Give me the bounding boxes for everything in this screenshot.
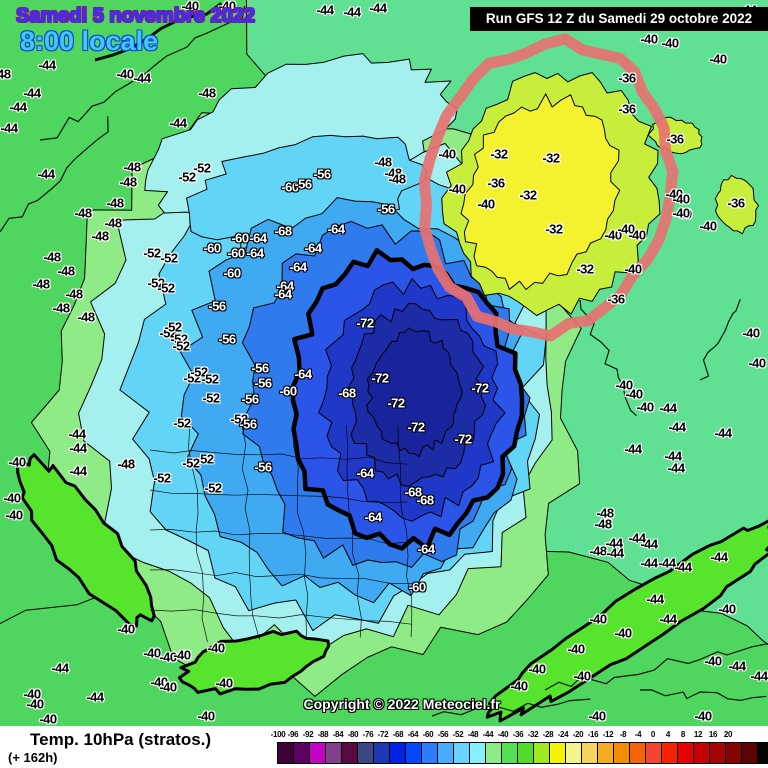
contour-band: [460, 93, 621, 290]
coastline: [149, 569, 413, 585]
colorbar-tick-label: -24: [557, 730, 569, 739]
valid-time-text: 8:00 locale: [20, 26, 159, 56]
colorbar-tick-label: -12: [602, 730, 614, 739]
footer-bar: Temp. 10hPa (stratos.) (+ 162h) -100 -96-…: [0, 726, 768, 768]
colorbar-tick-label: 12: [693, 730, 703, 739]
coastline: [345, 424, 362, 638]
colorbar-tick-label: 20: [723, 730, 733, 739]
colorbar-tick-label: -64: [407, 730, 419, 739]
colorbar-cell: [405, 742, 422, 764]
colorbar-cell: [533, 742, 550, 764]
colorbar-cell: [501, 742, 518, 764]
colorbar-tick-label: -16: [587, 730, 599, 739]
valid-date-text: Samedi 5 novembre 2022: [16, 5, 256, 27]
contour-band: [177, 629, 331, 696]
colorbar-tick-label: -36: [512, 730, 524, 739]
forecast-hour: (+ 162h): [8, 750, 58, 765]
coastline: [579, 299, 637, 417]
colorbar-tick-label: -32: [527, 730, 539, 739]
coastline: [431, 698, 591, 717]
contour-band: [485, 519, 768, 723]
colorbar-cell: [325, 742, 342, 764]
colorbar-tick-label: -48: [467, 730, 479, 739]
map-title: Temp. 10hPa (stratos.): [30, 730, 212, 749]
colorbar-cell: [389, 742, 406, 764]
colorbar-cell: [613, 742, 630, 764]
colorbar-cell: [373, 742, 390, 764]
coastline: [149, 449, 408, 465]
colorbar-tick-label: -20: [572, 730, 584, 739]
colorbar-tick-label: -28: [542, 730, 554, 739]
colorbar-cell: [709, 742, 726, 764]
coastline: [293, 424, 309, 640]
coastline: [397, 424, 413, 638]
colorbar-tick-label: -96: [287, 730, 299, 739]
coastline: [149, 489, 408, 503]
colorbar-cell: [757, 742, 768, 764]
colorbar-cell: [693, 742, 710, 764]
colorbar-tick-label: 16: [708, 730, 718, 739]
contour-band: [16, 453, 156, 628]
contour-band: [366, 327, 463, 457]
coastline: [39, 5, 246, 141]
colorbar-tick-label: -92: [302, 730, 314, 739]
contour-band: [714, 174, 759, 235]
colorbar-cell: [629, 742, 646, 764]
colorbar-cell: [277, 742, 294, 764]
colorbar-cell: [741, 742, 758, 764]
run-info-banner: Run GFS 12 Z du Samedi 29 octobre 2022: [470, 7, 768, 31]
colorbar-tick-label: -84: [332, 730, 344, 739]
colorbar-cell: [341, 742, 358, 764]
colorbar-cell: [725, 742, 742, 764]
coastline: [94, 2, 223, 62]
colorbar-cell: [357, 742, 374, 764]
colorbar-tick-label: -4: [634, 730, 642, 739]
colorbar-tick-label: -100: [270, 730, 286, 739]
colorbar-tick-label: -40: [497, 730, 509, 739]
colorbar-tick-label: -56: [437, 730, 449, 739]
copyright-text: Copyright © 2022 Meteociel.fr: [303, 696, 501, 712]
colorbar-cell: [549, 742, 566, 764]
colorbar-cell: [309, 742, 326, 764]
colorbar-cell: [661, 742, 678, 764]
annotation-circle: [418, 33, 679, 342]
coastline: [699, 298, 741, 381]
colorbar-tick-label: 8: [680, 730, 686, 739]
map-area: -40-40-44-44-44-40-40-40-40-40-44-48-44-…: [0, 0, 768, 726]
colorbar-cell: [453, 742, 470, 764]
coastline: [544, 643, 768, 691]
colorbar-tick-label: -72: [377, 730, 389, 739]
colorbar-tick-label: -52: [452, 730, 464, 739]
colorbar-cell: [437, 742, 454, 764]
colorbar-cell: [677, 742, 694, 764]
coastline: [188, 424, 208, 643]
colorbar-tick-label: -80: [347, 730, 359, 739]
colorbar-cell: [581, 742, 598, 764]
colorbar-tick-label: -88: [317, 730, 329, 739]
colorbar-cell: [485, 742, 502, 764]
coastline: [639, 689, 767, 702]
colorbar-tick-label: 0: [650, 730, 656, 739]
coastline: [0, 116, 109, 233]
colorbar: -100 -96 -92 -88 -84 -80 -76 -72 -68 -64 -60 -56 -52…: [271, 726, 768, 768]
colorbar-cell: [645, 742, 662, 764]
coastline: [149, 529, 413, 544]
colorbar-tick-label: -76: [362, 730, 374, 739]
colorbar-cell: [469, 742, 486, 764]
colorbar-cell: [565, 742, 582, 764]
colorbar-cell: [293, 742, 310, 764]
coastline: [241, 424, 260, 640]
colorbar-cells: [277, 742, 768, 764]
colorbar-tick-label: -68: [392, 730, 404, 739]
colorbar-cell: [597, 742, 614, 764]
colorbar-tick-label: -60: [422, 730, 434, 739]
colorbar-tick-label: -44: [482, 730, 494, 739]
colorbar-tick-label: 4: [665, 730, 671, 739]
colorbar-cell: [421, 742, 438, 764]
colorbar-tick-label: -8: [619, 730, 627, 739]
colorbar-cell: [517, 742, 534, 764]
coastline: [149, 609, 413, 625]
